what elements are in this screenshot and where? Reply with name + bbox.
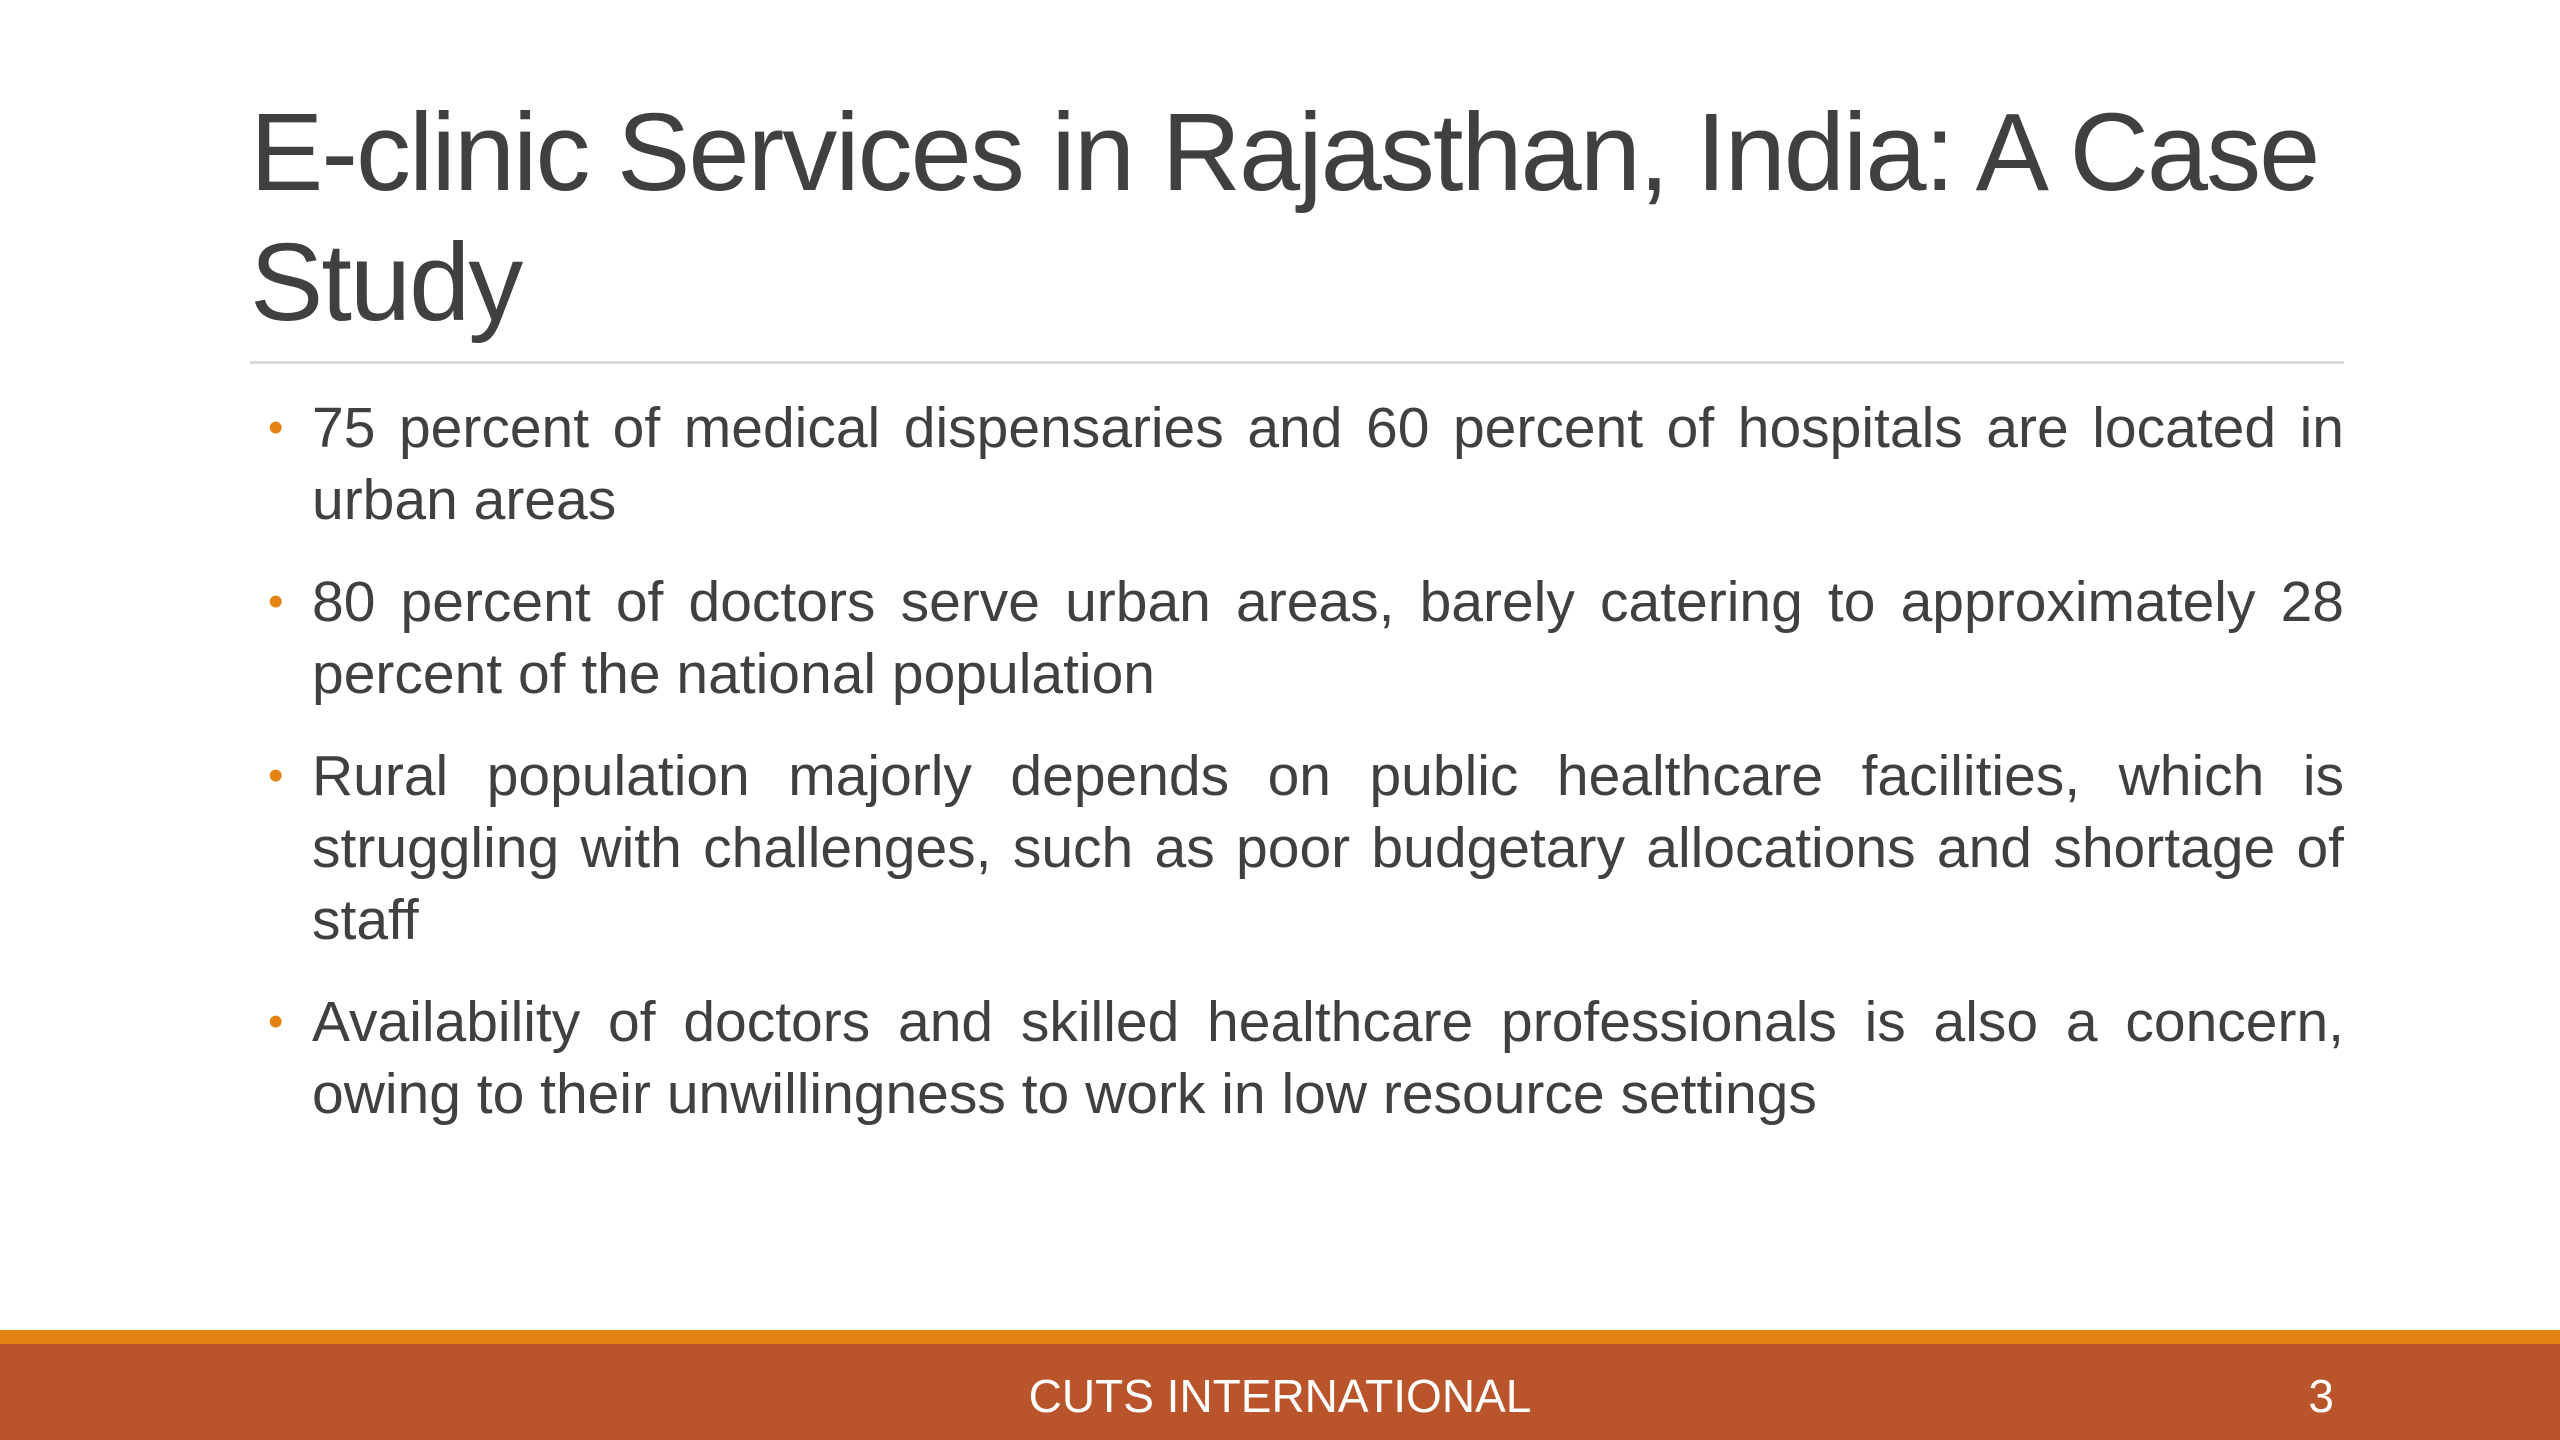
bullet-list: • 75 percent of medical dispensaries and…	[268, 392, 2344, 1160]
footer-accent-stripe	[0, 1330, 2560, 1344]
bullet-icon: •	[268, 403, 284, 452]
footer-bar	[0, 1344, 2560, 1440]
bullet-item: • Rural population majorly depends on pu…	[268, 740, 2344, 956]
title-divider	[250, 361, 2344, 364]
bullet-item: • 80 percent of doctors serve urban area…	[268, 566, 2344, 710]
bullet-text: Availability of doctors and skilled heal…	[312, 990, 2344, 1126]
bullet-icon: •	[268, 997, 284, 1046]
bullet-text: 75 percent of medical dispensaries and 6…	[312, 396, 2344, 532]
bullet-icon: •	[268, 577, 284, 626]
bullet-text: Rural population majorly depends on publ…	[312, 744, 2344, 952]
bullet-icon: •	[268, 751, 284, 800]
bullet-text: 80 percent of doctors serve urban areas,…	[312, 570, 2344, 706]
slide-number: 3	[2308, 1370, 2334, 1422]
slide-title: E-clinic Services in Rajasthan, India: A…	[250, 91, 2320, 344]
footer-organization: CUTS INTERNATIONAL	[1028, 1370, 1532, 1422]
bullet-item: • 75 percent of medical dispensaries and…	[268, 392, 2344, 536]
bullet-item: • Availability of doctors and skilled he…	[268, 986, 2344, 1130]
